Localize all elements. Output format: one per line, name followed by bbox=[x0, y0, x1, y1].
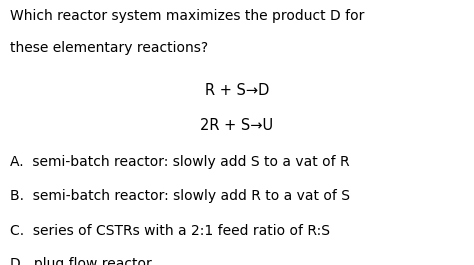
Text: D.  plug flow reactor: D. plug flow reactor bbox=[10, 257, 152, 265]
Text: Which reactor system maximizes the product D for: Which reactor system maximizes the produ… bbox=[10, 9, 365, 23]
Text: R + S→D: R + S→D bbox=[205, 83, 269, 99]
Text: A.  semi-batch reactor: slowly add S to a vat of R: A. semi-batch reactor: slowly add S to a… bbox=[10, 155, 350, 169]
Text: these elementary reactions?: these elementary reactions? bbox=[10, 41, 209, 55]
Text: 2R + S→U: 2R + S→U bbox=[201, 118, 273, 133]
Text: C.  series of CSTRs with a 2:1 feed ratio of R:S: C. series of CSTRs with a 2:1 feed ratio… bbox=[10, 224, 330, 238]
Text: B.  semi-batch reactor: slowly add R to a vat of S: B. semi-batch reactor: slowly add R to a… bbox=[10, 189, 350, 204]
